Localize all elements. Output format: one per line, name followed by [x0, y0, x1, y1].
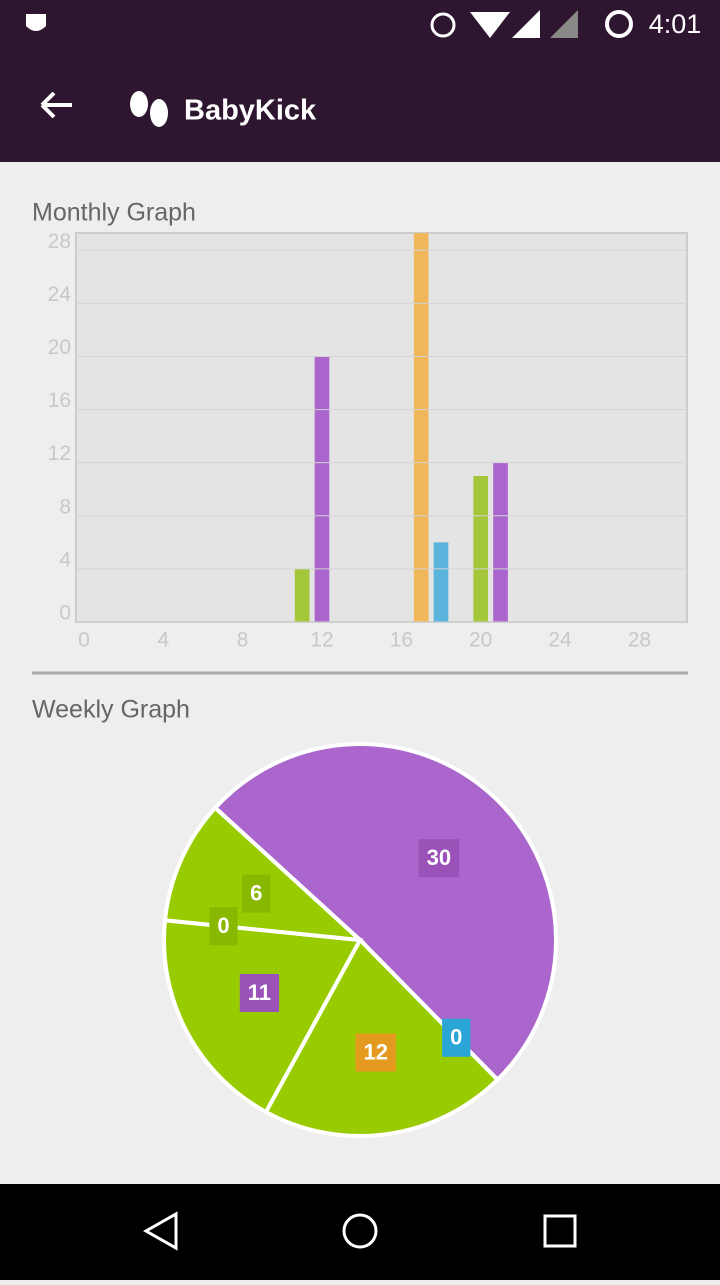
y-tick-label: 8	[59, 495, 71, 518]
y-tick-label: 4	[59, 548, 71, 571]
value-label: 0	[217, 913, 229, 938]
value-label-bg	[442, 1018, 471, 1057]
bar	[294, 568, 310, 622]
x-tick-label: 0	[78, 629, 90, 652]
value-label: 12	[363, 1039, 387, 1064]
x-tick-label: 4	[157, 629, 169, 652]
battery-icon	[605, 10, 633, 38]
y-tick-label: 12	[48, 442, 71, 465]
value-label-bg	[209, 907, 238, 946]
x-tick-label: 16	[390, 629, 413, 652]
alarm-icon	[430, 12, 456, 38]
value-label: 0	[450, 1025, 462, 1050]
y-tick-label: 20	[48, 336, 71, 359]
bar	[493, 462, 508, 622]
logo-icon	[150, 99, 168, 127]
pie-slice	[162, 918, 364, 1115]
y-tick-label: 28	[48, 230, 71, 253]
app-title: BabyKick	[184, 95, 317, 127]
x-tick-label: 20	[469, 629, 492, 652]
value-label: 6	[250, 880, 262, 905]
y-tick-label: 16	[48, 389, 71, 412]
signal-icon	[512, 10, 540, 38]
nav-back[interactable]	[142, 1211, 178, 1251]
x-tick-label: 28	[628, 629, 651, 652]
value-label-bg	[418, 839, 460, 878]
wifi-icon	[470, 12, 510, 38]
plot-area	[75, 232, 688, 623]
status-time: 4:01	[649, 9, 702, 39]
signal-icon	[550, 10, 578, 38]
chart-title: Weekly Graph	[32, 696, 190, 724]
pie-slice	[212, 742, 558, 1083]
chart-title: Monthly Graph	[32, 199, 196, 227]
bar	[473, 475, 489, 622]
logo-icon	[130, 91, 148, 117]
value-label-bg	[355, 1033, 396, 1072]
value-label-bg	[242, 874, 271, 913]
value-label: 11	[248, 980, 271, 1005]
nav-bar	[0, 1184, 720, 1280]
y-tick-label: 24	[48, 283, 72, 306]
value-label: 30	[427, 845, 451, 870]
y-tick-label: 0	[59, 602, 71, 625]
bar	[314, 356, 330, 622]
nav-home[interactable]	[342, 1213, 378, 1249]
nav-recents[interactable]	[543, 1214, 577, 1248]
app-bar-bg	[0, 0, 720, 162]
x-tick-label: 24	[548, 629, 572, 652]
status-icon	[26, 14, 46, 31]
back-button[interactable]	[40, 91, 72, 119]
value-label-bg	[239, 973, 280, 1012]
x-tick-label: 8	[237, 629, 249, 652]
bar	[413, 233, 429, 622]
bar-group	[294, 233, 508, 622]
bar	[433, 542, 449, 622]
pie-slice	[162, 805, 366, 943]
x-tick-label: 12	[310, 629, 333, 652]
